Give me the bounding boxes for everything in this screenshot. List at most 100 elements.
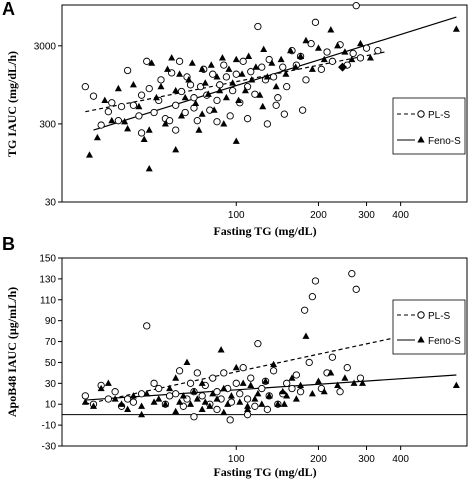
data-point-filled-triangle bbox=[274, 400, 282, 407]
data-point-open-circle bbox=[263, 405, 272, 414]
data-point-filled-triangle bbox=[297, 52, 305, 59]
data-point-filled-triangle bbox=[198, 65, 206, 72]
data-point-open-circle bbox=[111, 388, 119, 396]
data-point-open-circle bbox=[288, 384, 296, 393]
data-point-filled-triangle bbox=[320, 55, 328, 63]
data-point-open-circle bbox=[190, 413, 198, 421]
panel-a-y-axis-title: TG IAUC (mg/dL/h) bbox=[5, 51, 19, 157]
data-point-filled-triangle bbox=[161, 400, 169, 407]
data-point-open-circle bbox=[150, 108, 158, 117]
data-point-open-circle bbox=[165, 117, 174, 125]
data-point-open-circle bbox=[348, 270, 356, 278]
data-point-open-circle bbox=[145, 84, 153, 93]
data-point-filled-diamond bbox=[338, 62, 348, 72]
data-point-filled-triangle bbox=[193, 395, 201, 402]
data-point-open-circle bbox=[307, 39, 315, 48]
data-point-open-circle bbox=[300, 306, 309, 314]
panel-b-points bbox=[81, 270, 460, 424]
data-point-filled-triangle bbox=[213, 73, 221, 80]
data-point-filled-triangle bbox=[183, 358, 191, 366]
data-point-open-circle bbox=[263, 120, 272, 128]
data-point-filled-triangle bbox=[198, 379, 206, 386]
data-point-filled-triangle bbox=[135, 102, 143, 110]
x-tick-label: 200 bbox=[310, 454, 327, 465]
data-point-filled-triangle bbox=[168, 54, 176, 61]
data-point-filled-triangle bbox=[177, 112, 185, 119]
data-point-open-circle bbox=[198, 392, 206, 400]
panel-a-x-ticks: 100 200 300 400 bbox=[228, 202, 409, 221]
data-point-open-circle bbox=[220, 369, 228, 377]
data-point-open-circle bbox=[220, 61, 228, 69]
data-point-open-circle bbox=[317, 65, 326, 73]
data-point-filled-triangle bbox=[155, 395, 163, 402]
panel-a-y-ticks: 30 300 3000 bbox=[34, 41, 62, 209]
panel-a-legend-box bbox=[392, 97, 466, 155]
data-point-open-circle bbox=[283, 379, 291, 387]
panel-a-legend-triangle-icon bbox=[417, 136, 425, 143]
panel-a-legend: PL-S Feno-S bbox=[392, 97, 466, 155]
panel-b-legend-feno-s: Feno-S bbox=[428, 336, 461, 347]
data-point-filled-triangle bbox=[201, 398, 209, 405]
data-point-open-circle bbox=[129, 398, 138, 406]
data-point-filled-triangle bbox=[129, 81, 137, 88]
data-point-open-circle bbox=[157, 76, 165, 84]
data-point-filled-triangle bbox=[185, 76, 193, 83]
data-point-filled-triangle bbox=[124, 405, 132, 413]
data-point-filled-triangle bbox=[245, 52, 253, 59]
data-point-open-circle bbox=[123, 395, 132, 403]
data-point-open-circle bbox=[143, 322, 151, 330]
data-point-filled-triangle bbox=[145, 164, 153, 172]
data-point-filled-triangle bbox=[308, 65, 316, 72]
panel-b-legend: PL-S Feno-S bbox=[392, 299, 466, 355]
data-point-open-circle bbox=[269, 367, 278, 375]
data-point-filled-triangle bbox=[161, 120, 169, 127]
data-point-open-circle bbox=[137, 91, 146, 99]
data-point-filled-triangle bbox=[213, 395, 221, 402]
data-point-open-circle bbox=[172, 101, 180, 109]
data-point-filled-triangle bbox=[179, 392, 187, 399]
data-point-open-circle bbox=[81, 83, 89, 91]
data-point-open-circle bbox=[232, 379, 240, 387]
data-point-open-circle bbox=[311, 18, 320, 26]
data-point-open-circle bbox=[172, 390, 180, 398]
data-point-filled-triangle bbox=[327, 26, 335, 33]
data-point-open-circle bbox=[104, 108, 112, 116]
data-point-open-circle bbox=[81, 392, 89, 400]
data-point-open-circle bbox=[308, 292, 317, 301]
panel-b-legend-pl-s: PL-S bbox=[428, 311, 451, 322]
data-point-filled-triangle bbox=[172, 374, 180, 381]
data-point-open-circle bbox=[272, 101, 280, 109]
data-point-filled-triangle bbox=[217, 346, 225, 353]
data-point-open-circle bbox=[362, 44, 371, 52]
data-point-open-circle bbox=[114, 117, 123, 125]
data-point-filled-triangle bbox=[327, 369, 335, 376]
data-point-open-circle bbox=[274, 94, 282, 102]
data-point-filled-triangle bbox=[192, 99, 200, 106]
data-point-filled-triangle bbox=[292, 395, 300, 402]
data-point-open-circle bbox=[254, 22, 262, 31]
panel-b-letter: B bbox=[2, 234, 15, 254]
panel-b: B -30 -10 10 30 50 70 90 110 130 150 100 200 300 400… bbox=[2, 234, 468, 479]
y-tick-label: 30 bbox=[45, 198, 57, 209]
y-tick-label: 70 bbox=[45, 337, 57, 348]
data-point-open-circle bbox=[137, 129, 146, 137]
data-point-filled-triangle bbox=[248, 76, 256, 83]
panel-b-y-axis-title: ApoB48 IAUC (µg/mL/h) bbox=[5, 287, 19, 417]
data-point-filled-triangle bbox=[229, 79, 237, 86]
data-point-filled-triangle bbox=[181, 93, 189, 101]
data-point-open-circle bbox=[269, 73, 278, 81]
data-point-open-circle bbox=[89, 92, 98, 100]
data-point-open-circle bbox=[186, 81, 195, 89]
data-point-filled-triangle bbox=[256, 91, 264, 98]
data-point-filled-triangle bbox=[124, 124, 132, 132]
data-point-filled-triangle bbox=[227, 392, 235, 399]
y-tick-label: 110 bbox=[40, 295, 56, 306]
data-point-open-circle bbox=[226, 416, 234, 424]
data-point-open-circle bbox=[243, 395, 252, 403]
panel-b-y-ticks: -30 -10 10 30 50 70 90 110 130 150 bbox=[39, 254, 62, 453]
data-point-open-circle bbox=[243, 115, 252, 123]
data-point-open-circle bbox=[239, 364, 247, 372]
data-point-open-circle bbox=[117, 102, 126, 111]
data-point-open-circle bbox=[323, 48, 331, 56]
data-point-filled-triangle bbox=[314, 44, 322, 51]
